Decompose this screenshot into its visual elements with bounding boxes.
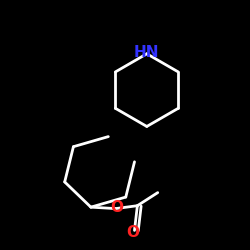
Text: HN: HN — [134, 45, 160, 60]
Text: O: O — [110, 200, 124, 215]
Text: O: O — [126, 225, 140, 240]
